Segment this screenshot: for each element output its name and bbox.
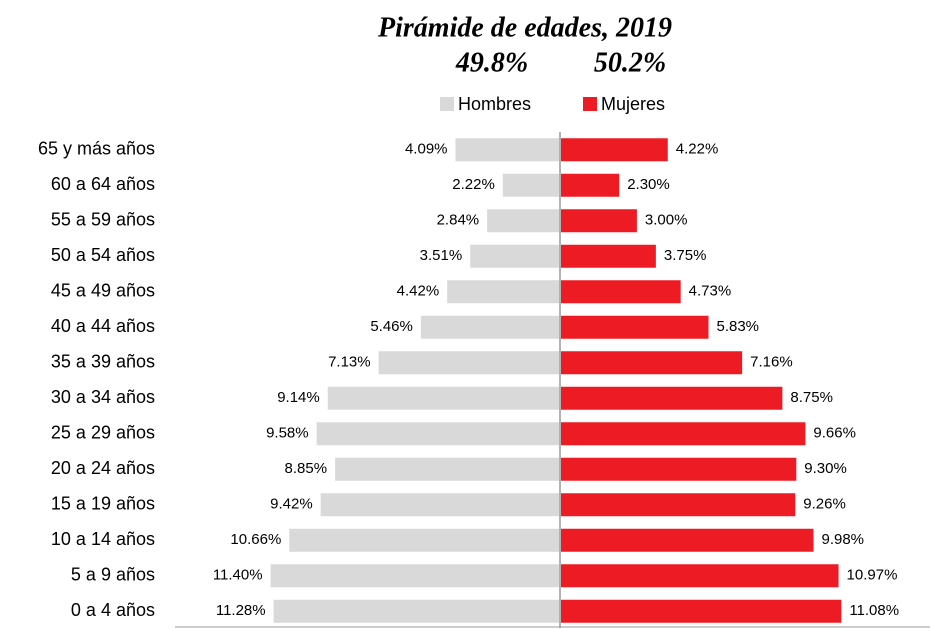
value-label: 3.00% bbox=[645, 212, 688, 229]
bar bbox=[447, 280, 559, 304]
bar bbox=[470, 244, 559, 268]
bar bbox=[561, 599, 842, 623]
category-label: 35 a 39 años bbox=[51, 352, 155, 372]
bar bbox=[455, 138, 559, 162]
value-label: 11.40% bbox=[213, 567, 263, 584]
bar bbox=[561, 209, 637, 233]
value-label: 10.97% bbox=[847, 567, 898, 584]
bar bbox=[335, 457, 559, 481]
value-label: 2.22% bbox=[452, 176, 495, 193]
value-label: 10.66% bbox=[230, 531, 281, 548]
bar bbox=[320, 493, 559, 517]
value-label: 9.66% bbox=[813, 425, 856, 442]
value-label: 4.42% bbox=[397, 283, 440, 300]
bar bbox=[561, 422, 806, 446]
bar bbox=[561, 386, 783, 410]
category-label: 30 a 34 años bbox=[51, 387, 155, 407]
value-label: 5.46% bbox=[370, 318, 413, 335]
value-label: 3.75% bbox=[664, 247, 707, 264]
value-label: 11.08% bbox=[849, 602, 899, 619]
bar bbox=[561, 528, 814, 552]
category-label: 45 a 49 años bbox=[51, 281, 155, 301]
bar bbox=[561, 244, 656, 268]
chart-title: Pirámide de edades, 2019 bbox=[377, 12, 672, 43]
category-label: 50 a 54 años bbox=[51, 245, 155, 265]
bar bbox=[327, 386, 559, 410]
value-label: 8.85% bbox=[285, 460, 328, 477]
value-label: 11.28% bbox=[216, 602, 266, 619]
legend-swatch bbox=[583, 97, 597, 111]
bar bbox=[270, 564, 559, 588]
value-label: 9.14% bbox=[277, 389, 320, 406]
value-label: 7.16% bbox=[750, 354, 793, 371]
bar bbox=[561, 493, 796, 517]
legend-label: Hombres bbox=[458, 94, 531, 114]
value-label: 9.30% bbox=[804, 460, 847, 477]
value-label: 9.42% bbox=[270, 496, 313, 513]
value-label: 9.98% bbox=[821, 531, 864, 548]
value-label: 4.22% bbox=[676, 141, 719, 158]
value-label: 3.51% bbox=[420, 247, 463, 264]
category-label: 20 a 24 años bbox=[51, 458, 155, 478]
legend-swatch bbox=[440, 97, 454, 111]
bar bbox=[289, 528, 559, 552]
bar bbox=[316, 422, 559, 446]
bar bbox=[378, 351, 559, 375]
annotation: 50.2% bbox=[594, 47, 666, 78]
value-label: 9.26% bbox=[803, 496, 846, 513]
value-label: 8.75% bbox=[790, 389, 833, 406]
category-label: 40 a 44 años bbox=[51, 316, 155, 336]
value-label: 5.83% bbox=[716, 318, 759, 335]
bar bbox=[561, 173, 620, 197]
value-label: 4.09% bbox=[405, 141, 448, 158]
legend-label: Mujeres bbox=[601, 94, 665, 114]
category-label: 55 a 59 años bbox=[51, 210, 155, 230]
category-label: 60 a 64 años bbox=[51, 174, 155, 194]
value-label: 7.13% bbox=[328, 354, 371, 371]
bar bbox=[561, 138, 668, 162]
value-label: 4.73% bbox=[689, 283, 732, 300]
value-label: 9.58% bbox=[266, 425, 309, 442]
bar bbox=[561, 457, 797, 481]
bar bbox=[561, 564, 839, 588]
bar bbox=[487, 209, 559, 233]
category-label: 5 a 9 años bbox=[71, 565, 155, 585]
bar bbox=[420, 315, 559, 339]
category-label: 65 y más años bbox=[38, 139, 155, 159]
bar bbox=[561, 315, 709, 339]
category-label: 25 a 29 años bbox=[51, 423, 155, 443]
bar bbox=[502, 173, 559, 197]
bar bbox=[273, 599, 559, 623]
category-label: 10 a 14 años bbox=[51, 529, 155, 549]
bar bbox=[561, 351, 743, 375]
annotation: 49.8% bbox=[455, 47, 528, 78]
category-label: 0 a 4 años bbox=[71, 600, 155, 620]
value-label: 2.84% bbox=[437, 212, 480, 229]
bar bbox=[561, 280, 681, 304]
value-label: 2.30% bbox=[627, 176, 670, 193]
category-label: 15 a 19 años bbox=[51, 494, 155, 514]
